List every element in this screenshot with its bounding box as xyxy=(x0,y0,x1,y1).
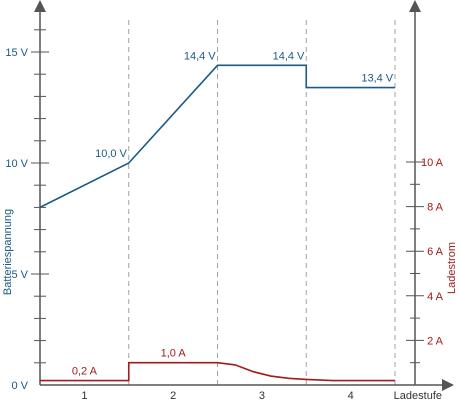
data-label: 14,4 V xyxy=(273,50,305,62)
right-axis-label: Ladestrom xyxy=(446,242,458,294)
stage-label-1: 1 xyxy=(81,390,87,402)
left-tick-label: 0 V xyxy=(11,380,28,392)
right-axis-ticks: 2 A 4 A 6 A 8 A 10 A xyxy=(406,157,444,364)
stage-labels: 1 2 3 4 xyxy=(81,390,353,402)
series-layer xyxy=(39,64,395,382)
data-label: 0,2 A xyxy=(72,366,98,378)
left-axis-ticks: 0 V 5 V 10 V 15 V xyxy=(5,29,49,392)
stage-label-3: 3 xyxy=(259,390,265,402)
data-label: 1,0 A xyxy=(161,348,187,360)
left-tick-label: 10 V xyxy=(5,158,28,170)
left-tick-label: 5 V xyxy=(11,269,28,281)
right-tick-label: 8 A xyxy=(427,202,444,214)
right-tick-label: 10 A xyxy=(421,157,444,169)
right-tick-label: 6 A xyxy=(427,246,444,258)
x-axis-label: Ladestufe xyxy=(394,390,442,402)
current-line xyxy=(40,361,395,382)
data-label: 10,0 V xyxy=(95,148,127,160)
left-tick-label: 15 V xyxy=(5,47,28,59)
data-label: 13,4 V xyxy=(361,73,393,85)
stage-divider-lines xyxy=(128,20,396,385)
stage-label-4: 4 xyxy=(348,390,354,402)
left-axis-label: Batteriespannung xyxy=(2,209,14,295)
data-label: 14,4 V xyxy=(184,50,216,62)
stage-label-2: 2 xyxy=(170,390,176,402)
right-tick-label: 4 A xyxy=(427,291,444,303)
right-tick-label: 2 A xyxy=(427,335,444,347)
voltage-line xyxy=(39,64,395,209)
annotation-layer: 10,0 V 14,4 V 14,4 V 13,4 V 0,2 A 1,0 A xyxy=(72,50,394,377)
